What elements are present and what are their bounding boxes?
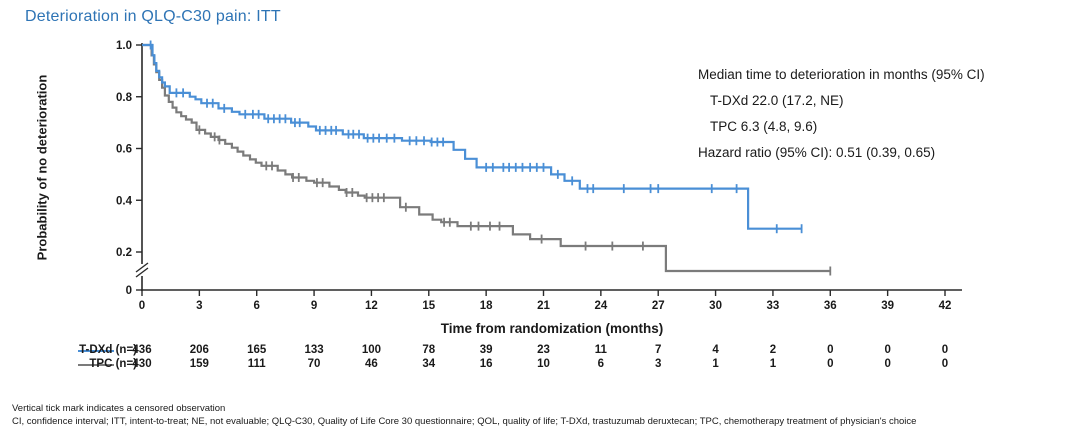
risk-count: 1 [769,358,777,370]
risk-count: 436 [132,344,152,356]
risk-row-label: TPC (n=) [89,358,137,370]
risk-row-tdxd: T-DXd (n=) 436 206 165 133 100 78 39 23 11 7 4 2 0 0 0 [0,344,1080,358]
footnote-censor: Vertical tick mark indicates a censored … [12,403,226,414]
risk-count: 6 [597,358,605,370]
footnote-abbreviations: CI, confidence interval; ITT, intent-to-… [12,416,917,427]
tpc-curve [142,43,831,273]
y-axis-label: Probability of no deterioration [34,74,50,261]
figure-title: Deterioration in QLQ-C30 pain: ITT [25,8,281,25]
risk-count: 34 [422,358,436,370]
y-tick-label: 1.0 [116,40,132,52]
risk-count: 0 [827,344,834,356]
risk-count: 78 [422,344,436,356]
number-at-risk-table: T-DXd (n=) 436 206 165 133 100 78 39 23 11 7 4 2 0 0 0 T… [0,344,1080,376]
x-tick-label: 33 [767,300,780,312]
y-tick-label: 0.6 [116,144,132,156]
risk-count: 16 [479,358,493,370]
median-tdxd: T-DXd 22.0 (17.2, NE) [710,93,844,108]
y-tick-label: 0 [126,285,132,297]
legend-line-swatch [78,364,114,366]
risk-count: 4 [712,344,719,356]
risk-count: 206 [189,344,209,356]
stats-annotation: Median time to deterioration in months (… [698,66,1068,170]
risk-count: 0 [941,358,949,370]
risk-count: 3 [655,358,662,370]
x-tick-label: 18 [480,300,493,312]
axis-break-mark [135,262,149,273]
risk-row-label: T-DXd (n=) [79,344,137,356]
risk-count: 111 [247,358,266,370]
risk-count: 133 [304,344,324,356]
risk-count: 7 [655,344,662,356]
tdxd-curve [142,43,802,230]
x-tick-label: 21 [537,300,550,312]
y-tick-label: 0.4 [116,195,133,207]
risk-count: 0 [827,358,834,370]
risk-count: 100 [361,344,382,356]
risk-count: 46 [365,358,378,370]
x-tick-label: 12 [365,300,378,312]
x-tick-label: 27 [652,300,665,312]
risk-count: 23 [537,344,550,356]
median-header: Median time to deterioration in months (… [698,67,985,82]
x-tick-label: 24 [594,300,607,312]
risk-count: 159 [189,358,209,370]
y-tick-label: 0.2 [116,247,132,259]
risk-count: 165 [247,344,267,356]
footnotes: Vertical tick mark indicates a censored … [12,402,1077,428]
risk-count: 0 [884,358,891,370]
risk-count: 0 [884,344,891,356]
x-tick-label: 6 [254,300,260,312]
x-tick-label: 42 [939,300,952,312]
risk-count: 39 [479,344,493,356]
risk-count: 0 [941,344,949,356]
risk-count: 2 [769,344,777,356]
legend-line-swatch [78,350,114,352]
risk-count: 1 [712,358,719,370]
risk-count: 11 [594,344,607,356]
y-tick-label: 0.8 [116,92,133,104]
x-tick-label: 15 [422,300,435,312]
risk-count: 70 [307,358,321,370]
median-tpc: TPC 6.3 (4.8, 9.6) [710,119,818,134]
x-tick-label: 36 [824,300,837,312]
hazard-ratio: Hazard ratio (95% CI): 0.51 (0.39, 0.65) [698,145,936,160]
risk-count: 430 [132,358,152,370]
risk-row-tpc: TPC (n=) 430 159 111 70 46 34 16 10 6 3 1 1 0 0 0 [0,358,1080,372]
x-tick-label: 39 [881,300,894,312]
axis-break-mark [135,267,149,278]
risk-count: 10 [537,358,550,370]
x-tick-label: 30 [709,300,722,312]
x-tick-label: 3 [196,300,202,312]
x-tick-label: 0 [139,300,145,312]
x-axis-label: Time from randomization (months) [440,321,664,336]
x-tick-label: 9 [311,300,317,312]
